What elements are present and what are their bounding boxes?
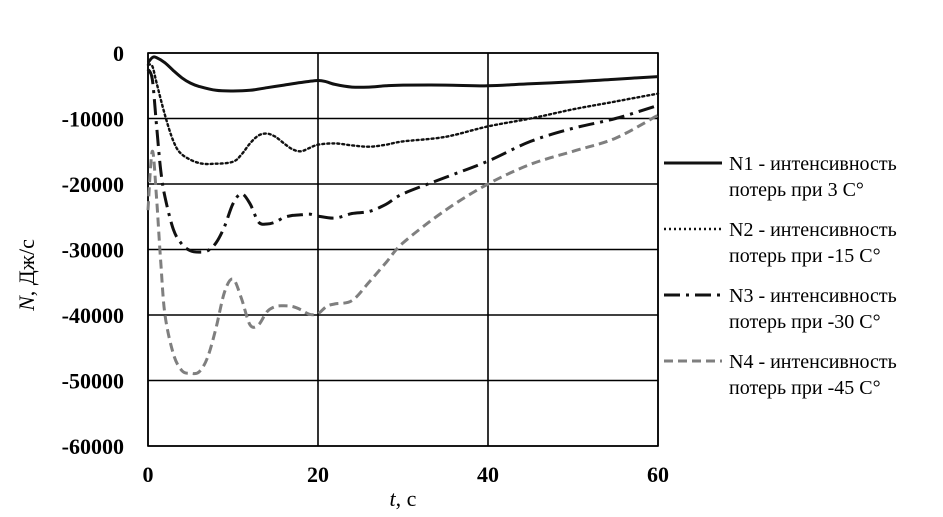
x-tick-label: 60 bbox=[647, 462, 669, 487]
legend-label-n3-line1: N3 - интенсивность bbox=[729, 285, 897, 307]
x-axis-label-unit: , с bbox=[396, 486, 417, 511]
y-tick-label: -20000 bbox=[62, 172, 124, 197]
y-tick-labels: 0 -10000 -20000 -30000 -40000 -50000 -60000 bbox=[62, 41, 124, 459]
y-axis-label: N, Дж/с bbox=[14, 239, 39, 312]
x-tick-labels: 0 20 40 60 bbox=[143, 462, 670, 487]
y-axis-label-symbol: N bbox=[14, 295, 39, 312]
legend-label-n1-line1: N1 - интенсивность bbox=[729, 153, 897, 175]
series-group bbox=[146, 55, 660, 376]
series-line-n3 bbox=[146, 68, 659, 254]
legend: N1 - интенсивность потерь при 3 С° N2 - ин… bbox=[664, 153, 897, 399]
series-line-n4 bbox=[146, 113, 659, 376]
series-line-n2 bbox=[146, 63, 660, 166]
x-tick-label: 40 bbox=[477, 462, 499, 487]
legend-label-n3-line2: потерь при -30 С° bbox=[729, 311, 881, 333]
series-line-n1 bbox=[146, 55, 659, 93]
y-tick-label: 0 bbox=[113, 41, 124, 66]
y-axis-label-unit: , Дж/с bbox=[14, 239, 39, 296]
x-tick-label: 20 bbox=[307, 462, 329, 487]
x-axis-label-symbol: t bbox=[390, 486, 397, 511]
legend-label-n2-line2: потерь при -15 С° bbox=[729, 245, 881, 267]
x-tick-label: 0 bbox=[143, 462, 154, 487]
y-tick-label: -60000 bbox=[62, 434, 124, 459]
plot-frame-group bbox=[147, 52, 659, 447]
y-tick-label: -30000 bbox=[62, 238, 124, 263]
y-tick-label: -40000 bbox=[62, 303, 124, 328]
y-tick-label: -10000 bbox=[62, 107, 124, 132]
legend-label-n2-line1: N2 - интенсивность bbox=[729, 219, 897, 241]
legend-label-n4-line2: потерь при -45 С° bbox=[729, 377, 881, 399]
legend-label-n1-line2: потерь при 3 С° bbox=[729, 179, 864, 201]
legend-label-n4-line1: N4 - интенсивность bbox=[729, 351, 897, 373]
x-axis-label: t, с bbox=[390, 486, 417, 511]
plot-frame bbox=[147, 52, 659, 447]
y-tick-label: -50000 bbox=[62, 369, 124, 394]
